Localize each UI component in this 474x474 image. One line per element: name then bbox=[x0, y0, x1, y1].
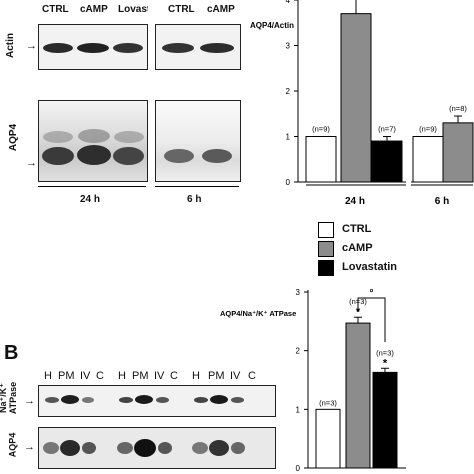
lane-label-b: H bbox=[192, 370, 200, 382]
legend-swatch-lovastatin bbox=[318, 260, 334, 276]
atpase-row-label: Na⁺/K⁺ ATPase bbox=[0, 381, 19, 415]
lane-label: Lovastatin bbox=[118, 4, 148, 15]
bar bbox=[340, 13, 372, 183]
lane-label: CTRL bbox=[42, 4, 69, 15]
aqp4-blot-6h bbox=[155, 100, 241, 182]
lane-label: cAMP bbox=[80, 4, 108, 15]
bar bbox=[371, 140, 403, 183]
lane-label-b: H bbox=[44, 370, 52, 382]
lane-label-b: IV bbox=[230, 370, 241, 382]
significance-bracket bbox=[357, 297, 386, 342]
actin-blot-6h bbox=[155, 24, 241, 70]
lane-label-b: IV bbox=[80, 370, 91, 382]
significance-mark: * bbox=[383, 357, 388, 369]
legend-label-camp: cAMP bbox=[342, 242, 373, 254]
aqp4-blot-b bbox=[38, 427, 276, 469]
lane-label-b: IV bbox=[154, 370, 165, 382]
bar bbox=[442, 122, 474, 183]
lane-label-b: H bbox=[118, 370, 126, 382]
y-tick-label: 2 bbox=[296, 347, 301, 356]
n-label: (n=7) bbox=[378, 125, 396, 134]
time-label-6h: 6 h bbox=[187, 194, 202, 205]
y-tick-label: 3 bbox=[286, 42, 291, 51]
legend-label-lovastatin: Lovastatin bbox=[342, 261, 398, 273]
y-axis-label: AQP4/Na⁺/K⁺ ATPase bbox=[220, 309, 296, 318]
n-label: (n=9) bbox=[312, 125, 330, 134]
actin-row-label: Actin bbox=[5, 33, 16, 58]
n-label: (n=3) bbox=[376, 348, 394, 357]
lane-label: cAMP bbox=[207, 4, 235, 15]
bar bbox=[372, 371, 398, 469]
lane-label: CTRL bbox=[168, 4, 195, 15]
lane-label-b: C bbox=[248, 370, 256, 382]
arrow-icon: → bbox=[26, 40, 37, 52]
n-label: (n=8) bbox=[449, 104, 467, 113]
lane-label-b: C bbox=[170, 370, 178, 382]
aqp4-row-label-b: AQP4 bbox=[7, 432, 18, 458]
y-axis-label: AQP4/Actin bbox=[250, 21, 294, 30]
aqp4-blot-24h bbox=[38, 100, 148, 182]
lane-label-b: PM bbox=[132, 370, 149, 382]
y-tick-label: 1 bbox=[296, 405, 301, 414]
y-tick-label: 2 bbox=[286, 87, 291, 96]
time-label-24h: 24 h bbox=[80, 194, 101, 205]
time-bracket-24h bbox=[38, 186, 146, 187]
bar bbox=[412, 136, 444, 183]
bracket-mark: ° bbox=[370, 288, 374, 299]
y-tick-label: 0 bbox=[286, 178, 291, 187]
y-tick-label: 1 bbox=[286, 133, 291, 142]
significance-mark: * bbox=[356, 306, 361, 318]
group-label: 24 h bbox=[345, 196, 365, 207]
y-tick-label: 0 bbox=[296, 464, 301, 473]
time-bracket-6h bbox=[155, 186, 239, 187]
y-tick-label: 3 bbox=[296, 288, 301, 297]
atpase-blot bbox=[38, 385, 276, 417]
lane-label-b: PM bbox=[208, 370, 225, 382]
panel-letter-b: B bbox=[4, 342, 19, 364]
n-label: (n=9) bbox=[419, 125, 437, 134]
n-label: (n=3) bbox=[319, 398, 337, 407]
lane-label-b: PM bbox=[58, 370, 75, 382]
bar bbox=[305, 136, 337, 183]
legend-label-ctrl: CTRL bbox=[342, 223, 372, 235]
arrow-icon: → bbox=[26, 157, 37, 169]
aqp4-row-label: AQP4 bbox=[8, 123, 20, 152]
arrow-icon: → bbox=[24, 395, 35, 407]
y-tick-label: 4 bbox=[286, 0, 291, 5]
arrow-icon: → bbox=[24, 441, 35, 453]
lane-label-b: C bbox=[96, 370, 104, 382]
actin-blot-24h bbox=[38, 24, 148, 70]
legend-swatch-camp bbox=[318, 241, 334, 257]
bar bbox=[315, 408, 341, 469]
chart-aqp4-actin: 0 1 2 3 4 AQP4/Actin (n=9) (n=7) (n=9) (n=8) 24 h 6… bbox=[250, 0, 474, 207]
legend-swatch-ctrl bbox=[318, 222, 334, 238]
group-label: 6 h bbox=[435, 196, 449, 207]
bar bbox=[345, 322, 371, 469]
